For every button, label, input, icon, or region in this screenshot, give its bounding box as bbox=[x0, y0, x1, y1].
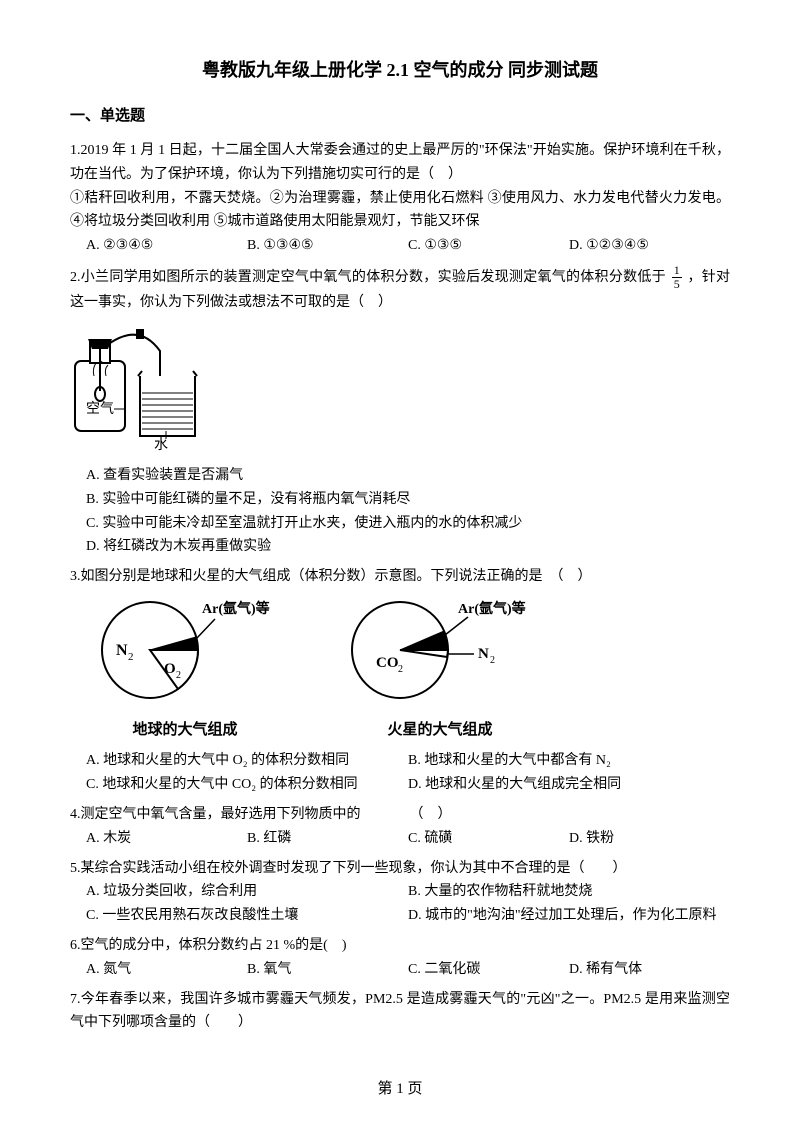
q4-options: A. 木炭 B. 红磷 C. 硫磺 D. 铁粉 bbox=[70, 827, 730, 851]
q5-opt-d: D. 城市的"地沟油"经过加工处理后，作为化工原料 bbox=[408, 904, 730, 928]
q1-opt-d: D. ①②③④⑤ bbox=[569, 234, 730, 258]
page-title: 粤教版九年级上册化学 2.1 空气的成分 同步测试题 bbox=[70, 55, 730, 86]
svg-text:N: N bbox=[116, 642, 128, 659]
pie-mars: CO 2 Ar(氩气)等 N 2 火星的大气组成 bbox=[340, 595, 540, 743]
q2-opt-d: D. 将红磷改为木炭再重做实验 bbox=[70, 535, 730, 559]
question-6: 6.空气的成分中，体积分数约占 21 %的是( ) A. 氮气 B. 氧气 C.… bbox=[70, 934, 730, 982]
q6-opt-b: B. 氧气 bbox=[247, 958, 408, 982]
label-air: 空气 bbox=[86, 401, 114, 417]
q6-stem: 6.空气的成分中，体积分数约占 21 %的是( ) bbox=[70, 934, 730, 958]
question-2: 2.小兰同学用如图所示的装置测定空气中氧气的体积分数，实验后发现测定氧气的体积分… bbox=[70, 264, 730, 559]
q2-opt-a: A. 查看实验装置是否漏气 bbox=[70, 464, 730, 488]
q5-opt-b: B. 大量的农作物秸秆就地焚烧 bbox=[408, 880, 730, 904]
svg-text:CO: CO bbox=[376, 655, 399, 671]
q1-stem: 1.2019 年 1 月 1 日起，十二届全国人大常委会通过的史上最严厉的"环保… bbox=[70, 139, 730, 187]
q6-opt-a: A. 氮气 bbox=[86, 958, 247, 982]
q4-opt-a: A. 木炭 bbox=[86, 827, 247, 851]
section-header: 一、单选题 bbox=[70, 104, 730, 130]
svg-text:2: 2 bbox=[490, 655, 495, 666]
question-5: 5.某综合实践活动小组在校外调查时发现了下列一些现象，你认为其中不合理的是（ ）… bbox=[70, 857, 730, 928]
q2-opt-c: C. 实验中可能未冷却至室温就打开止水夹，使进入瓶内的水的体积减少 bbox=[70, 512, 730, 536]
q1-opt-b: B. ①③④⑤ bbox=[247, 234, 408, 258]
q3-stem: 3.如图分别是地球和火星的大气组成（体积分数）示意图。下列说法正确的是 （ ） bbox=[70, 565, 730, 589]
svg-text:O: O bbox=[164, 661, 176, 677]
q6-opt-c: C. 二氧化碳 bbox=[408, 958, 569, 982]
q3-options-row2: C. 地球和火星的大气中 CO₂ 的体积分数相同 D. 地球和火星的大气组成完全… bbox=[70, 773, 730, 797]
q4-stem: 4.测定空气中氧气含量，最好选用下列物质中的 （ ） bbox=[70, 803, 730, 827]
svg-text:N: N bbox=[478, 646, 489, 662]
q1-items: ①秸秆回收利用，不露天焚烧。②为治理雾霾，禁止使用化石燃料 ③使用风力、水力发电… bbox=[70, 187, 730, 235]
q6-opt-d: D. 稀有气体 bbox=[569, 958, 730, 982]
page-footer: 第 1 页 bbox=[0, 1077, 800, 1103]
q7-stem: 7.今年春季以来，我国许多城市雾霾天气频发，PM2.5 是造成雾霾天气的"元凶"… bbox=[70, 988, 730, 1036]
q3-opt-c: C. 地球和火星的大气中 CO₂ 的体积分数相同 bbox=[86, 773, 408, 797]
q4-opt-d: D. 铁粉 bbox=[569, 827, 730, 851]
q1-opt-c: C. ①③⑤ bbox=[408, 234, 569, 258]
q3-options-row1: A. 地球和火星的大气中 O₂ 的体积分数相同 B. 地球和火星的大气中都含有 … bbox=[70, 749, 730, 773]
q5-opt-c: C. 一些农民用熟石灰改良酸性土壤 bbox=[86, 904, 408, 928]
question-3: 3.如图分别是地球和火星的大气组成（体积分数）示意图。下列说法正确的是 （ ） … bbox=[70, 565, 730, 797]
pie-earth: N 2 O 2 Ar(氩气)等 地球的大气组成 bbox=[90, 595, 280, 743]
svg-text:Ar(氩气)等: Ar(氩气)等 bbox=[458, 600, 526, 617]
q5-options-row1: A. 垃圾分类回收，综合利用 B. 大量的农作物秸秆就地焚烧 bbox=[70, 880, 730, 904]
q4-opt-c: C. 硫磺 bbox=[408, 827, 569, 851]
q5-stem: 5.某综合实践活动小组在校外调查时发现了下列一些现象，你认为其中不合理的是（ ） bbox=[70, 857, 730, 881]
q2-opt-b: B. 实验中可能红磷的量不足，没有将瓶内氧气消耗尽 bbox=[70, 488, 730, 512]
pie-mars-caption: 火星的大气组成 bbox=[340, 718, 540, 744]
q1-opt-a: A. ②③④⑤ bbox=[86, 234, 247, 258]
question-1: 1.2019 年 1 月 1 日起，十二届全国人大常委会通过的史上最严厉的"环保… bbox=[70, 139, 730, 258]
q2-stem: 2.小兰同学用如图所示的装置测定空气中氧气的体积分数，实验后发现测定氧气的体积分… bbox=[70, 264, 730, 315]
question-7: 7.今年春季以来，我国许多城市雾霾天气频发，PM2.5 是造成雾霾天气的"元凶"… bbox=[70, 988, 730, 1036]
q4-opt-b: B. 红磷 bbox=[247, 827, 408, 851]
svg-text:Ar(氩气)等: Ar(氩气)等 bbox=[202, 600, 270, 617]
q3-opt-b: B. 地球和火星的大气中都含有 N₂ bbox=[408, 749, 730, 773]
fraction-one-fifth: 15 bbox=[672, 264, 682, 291]
q5-opt-a: A. 垃圾分类回收，综合利用 bbox=[86, 880, 408, 904]
q3-opt-a: A. 地球和火星的大气中 O₂ 的体积分数相同 bbox=[86, 749, 408, 773]
apparatus-diagram: 空气 水 bbox=[70, 321, 730, 460]
label-water: 水 bbox=[154, 437, 168, 451]
q5-options-row2: C. 一些农民用熟石灰改良酸性土壤 D. 城市的"地沟油"经过加工处理后，作为化… bbox=[70, 904, 730, 928]
svg-text:2: 2 bbox=[398, 664, 403, 675]
question-4: 4.测定空气中氧气含量，最好选用下列物质中的 （ ） A. 木炭 B. 红磷 C… bbox=[70, 803, 730, 851]
q2-stem-pre: 2.小兰同学用如图所示的装置测定空气中氧气的体积分数，实验后发现测定氧气的体积分… bbox=[70, 270, 670, 285]
q3-opt-d: D. 地球和火星的大气组成完全相同 bbox=[408, 773, 730, 797]
q6-options: A. 氮气 B. 氧气 C. 二氧化碳 D. 稀有气体 bbox=[70, 958, 730, 982]
pie-charts: N 2 O 2 Ar(氩气)等 地球的大气组成 CO 2 Ar(氩气)等 bbox=[90, 595, 730, 743]
svg-text:2: 2 bbox=[128, 651, 134, 663]
svg-text:2: 2 bbox=[176, 670, 181, 681]
q1-options: A. ②③④⑤ B. ①③④⑤ C. ①③⑤ D. ①②③④⑤ bbox=[70, 234, 730, 258]
pie-earth-caption: 地球的大气组成 bbox=[90, 718, 280, 744]
